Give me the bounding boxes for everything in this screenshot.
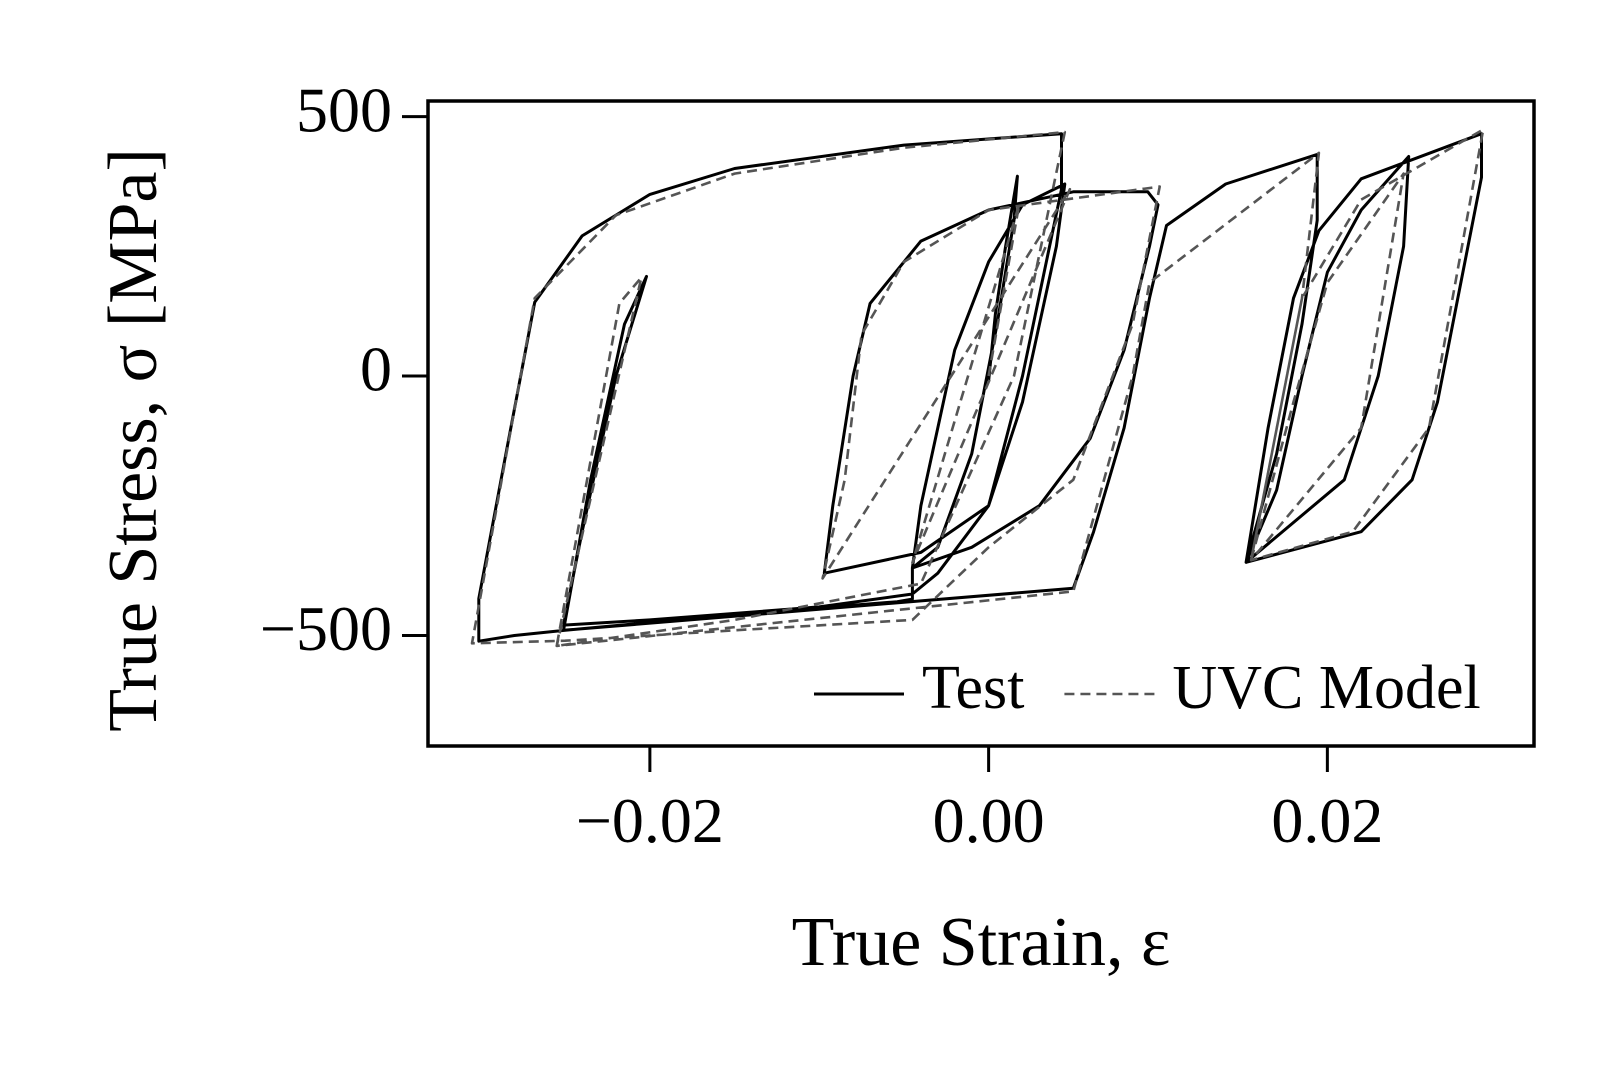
legend-label: UVC Model xyxy=(1172,654,1480,722)
y-tick-label: −500 xyxy=(260,593,392,664)
legend-label: Test xyxy=(922,654,1024,722)
x-axis-label: True Strain, ε xyxy=(792,904,1171,981)
series-line xyxy=(470,128,1485,648)
y-axis-label: True Stress, σ [MPa] xyxy=(95,148,172,732)
x-tick-label: −0.02 xyxy=(576,785,724,856)
x-tick-label: 0.02 xyxy=(1271,785,1383,856)
x-tick-label: 0.00 xyxy=(933,785,1045,856)
y-tick-label: 500 xyxy=(296,74,392,145)
y-tick-label: 0 xyxy=(360,334,392,405)
series-line xyxy=(477,132,1483,643)
plot-frame xyxy=(426,99,1536,748)
